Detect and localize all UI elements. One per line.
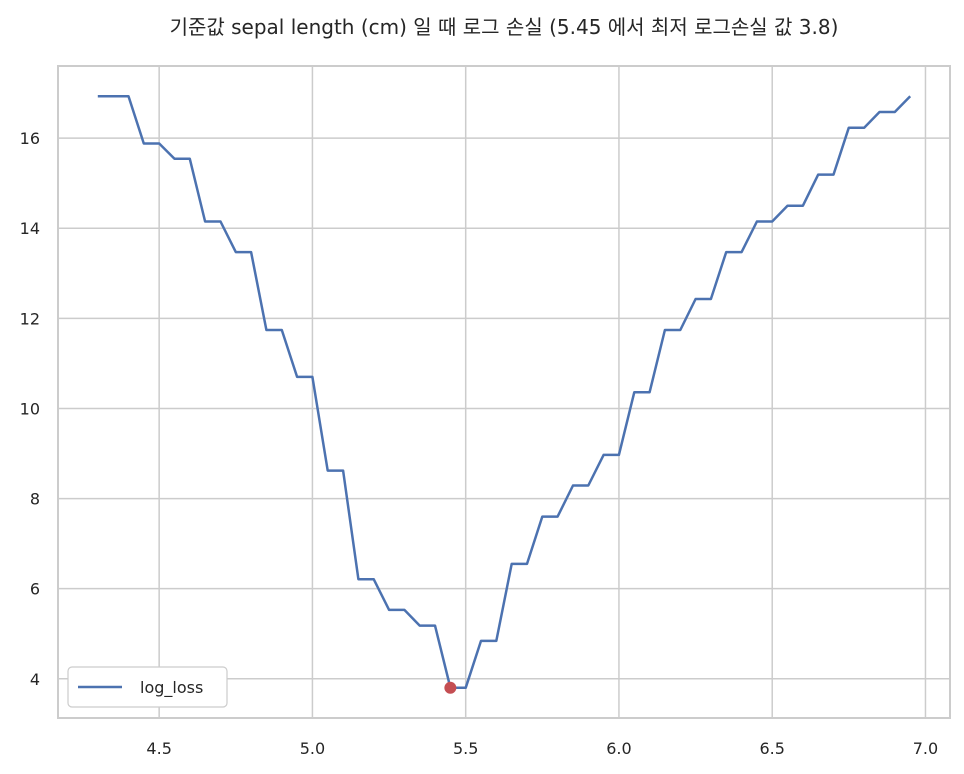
chart-title: 기준값 sepal length (cm) 일 때 로그 손실 (5.45 에서… (170, 15, 839, 39)
y-tick-label: 12 (20, 309, 40, 328)
x-tick-label: 6.5 (759, 739, 784, 758)
y-tick-label: 8 (30, 490, 40, 509)
y-tick-label: 4 (30, 670, 40, 689)
legend: log_loss (67, 666, 228, 708)
y-tick-label: 16 (20, 129, 40, 148)
legend-label-log-loss: log_loss (140, 678, 203, 698)
x-tick-label: 4.5 (146, 739, 171, 758)
x-tick-label: 6.0 (606, 739, 631, 758)
series-line-log-loss (97, 94, 912, 690)
y-tick-label: 6 (30, 580, 40, 599)
tick-labels: 4.5 5.0 5.5 6.0 6.5 7.0 4 6 8 10 12 14 16 (20, 129, 939, 758)
y-tick-label: 10 (20, 399, 40, 418)
x-tick-label: 5.0 (300, 739, 325, 758)
series-layer (97, 94, 912, 694)
plot-frame (57, 65, 951, 719)
legend-box (67, 666, 228, 708)
grid (58, 66, 950, 718)
y-tick-label: 14 (20, 219, 40, 238)
x-tick-label: 7.0 (913, 739, 938, 758)
minimum-point-marker (444, 681, 457, 694)
x-tick-label: 5.5 (453, 739, 478, 758)
